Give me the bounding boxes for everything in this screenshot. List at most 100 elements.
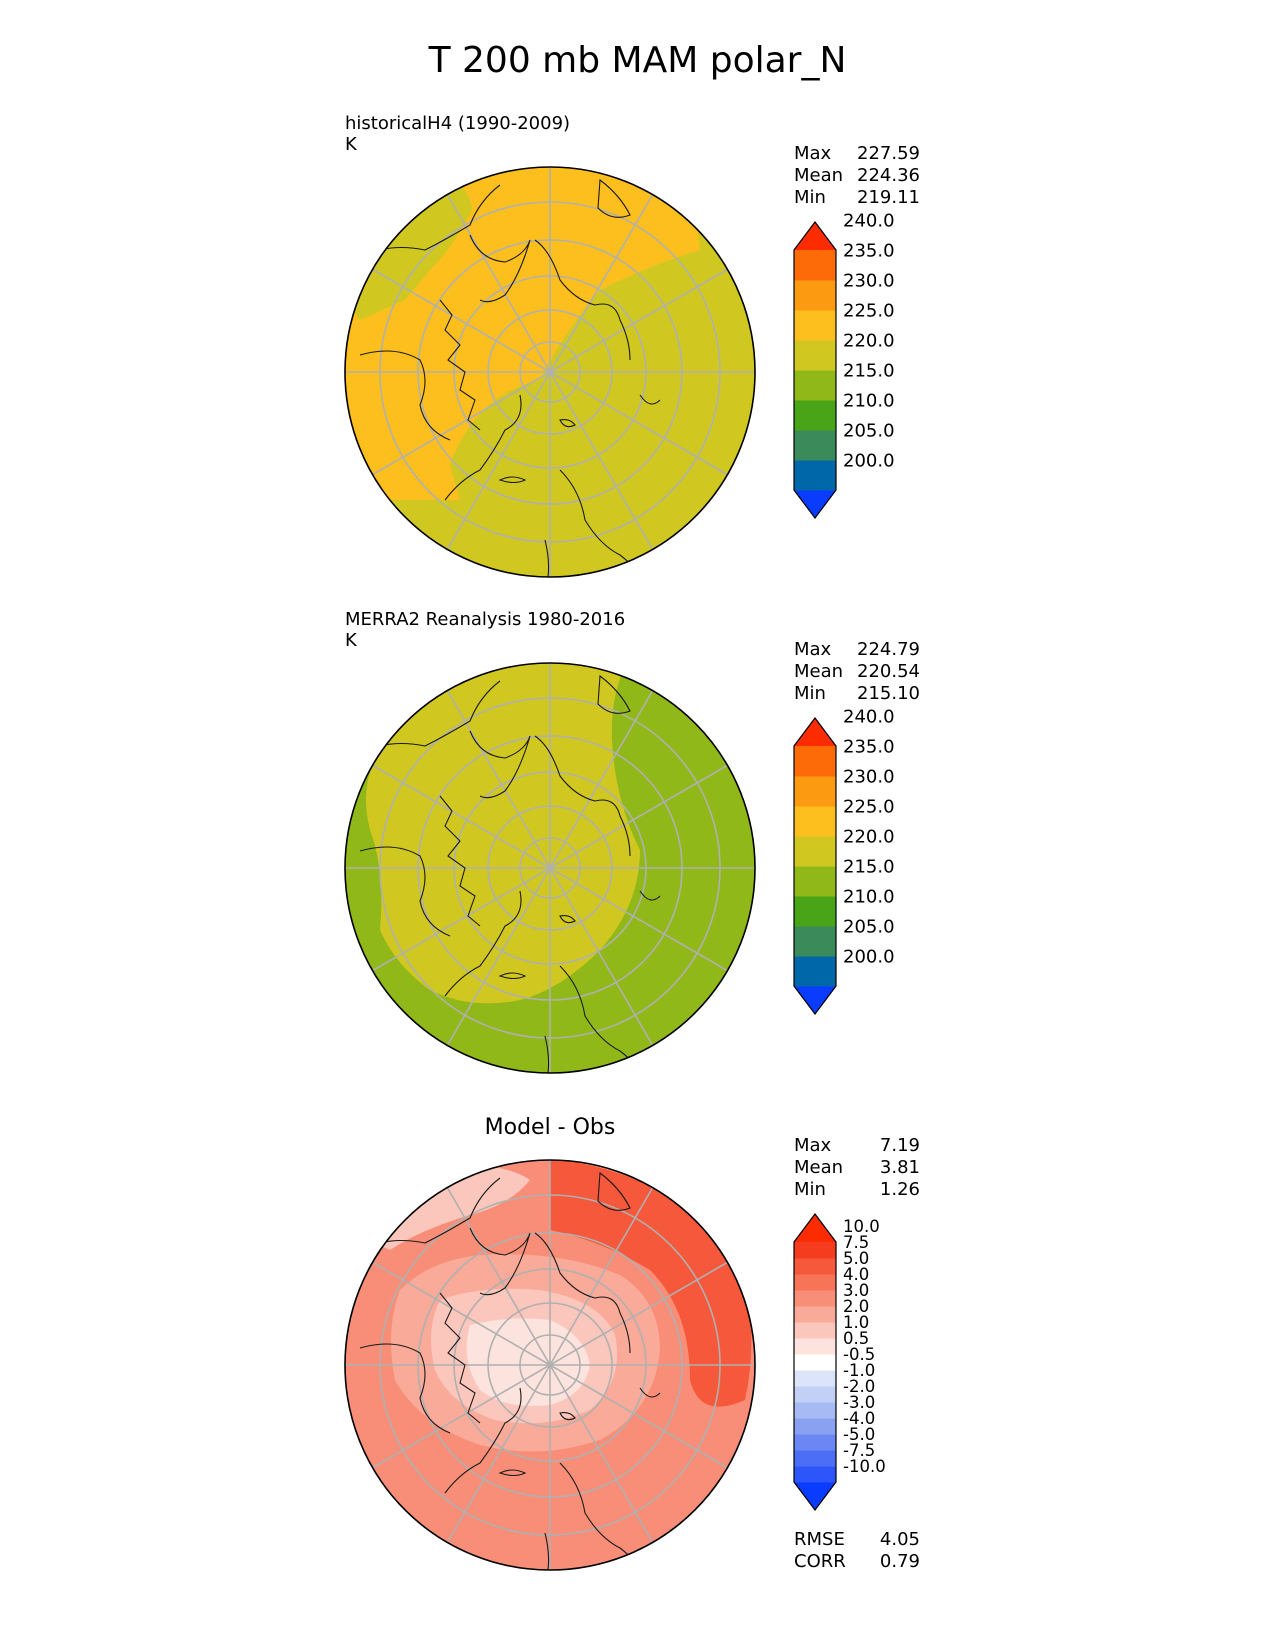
obs-colorbar-extend-max bbox=[794, 718, 836, 746]
stat-label: Min bbox=[794, 1179, 826, 1200]
obs-colorbar-tick-label: 230.0 bbox=[843, 766, 895, 787]
diff-colorbar-extend-max bbox=[794, 1214, 836, 1242]
obs-units: K bbox=[345, 630, 357, 651]
model-colorbar-tick-label: 230.0 bbox=[843, 270, 895, 291]
obs-stat-mean: Mean 220.54 bbox=[794, 661, 920, 683]
diff-coastlines bbox=[345, 1171, 661, 1570]
model-stat-max: Max 227.59 bbox=[794, 143, 920, 165]
model-colorbar-tick-label: 225.0 bbox=[843, 300, 895, 321]
model-colorbar-segment bbox=[794, 280, 836, 311]
metric-label: CORR bbox=[794, 1551, 846, 1572]
model-subtitle-block: historicalH4 (1990-2009) K bbox=[345, 113, 570, 155]
stat-value: 1.26 bbox=[879, 1179, 920, 1200]
model-colorbar-extend-min bbox=[794, 490, 836, 518]
model-colorbar-segment bbox=[794, 250, 836, 281]
obs-colorbar-tick-label: 240.0 bbox=[843, 706, 895, 727]
diff-stats: Max 7.19 Mean 3.81 Min 1.26 bbox=[794, 1135, 920, 1201]
model-map-border bbox=[344, 166, 756, 578]
diff-colorbar-tick-label: 3.0 bbox=[843, 1281, 869, 1300]
stat-label: Min bbox=[794, 187, 826, 208]
stat-value: 215.10 bbox=[857, 683, 920, 704]
obs-colorbar-segment bbox=[794, 806, 836, 837]
diff-metric-corr: CORR 0.79 bbox=[794, 1551, 920, 1573]
stat-value: 219.11 bbox=[857, 187, 920, 208]
diff-graticule bbox=[345, 1160, 755, 1570]
model-colorbar-extend-max bbox=[794, 222, 836, 250]
diff-colorbar-tick-label: 1.0 bbox=[843, 1313, 869, 1332]
model-colorbar-segment bbox=[794, 460, 836, 491]
model-colorbar-tick-label: 210.0 bbox=[843, 390, 895, 411]
stat-value: 3.81 bbox=[879, 1157, 920, 1178]
stat-value: 227.59 bbox=[857, 143, 920, 164]
model-colorbar-tick-label: 215.0 bbox=[843, 360, 895, 381]
diff-colorbar-segment bbox=[794, 1450, 836, 1467]
obs-map bbox=[344, 662, 756, 1074]
obs-coastlines bbox=[345, 674, 661, 1073]
metric-value: 0.79 bbox=[879, 1551, 920, 1572]
model-stat-mean: Mean 224.36 bbox=[794, 165, 920, 187]
obs-colorbar-tick-label: 215.0 bbox=[843, 856, 895, 877]
diff-metric-rmse: RMSE 4.05 bbox=[794, 1529, 920, 1551]
model-colorbar: 200.0 205.0 210.0 215.0 220.0 225.0 230.0 235.0… bbox=[793, 210, 895, 519]
diff-colorbar-segment bbox=[794, 1338, 836, 1355]
obs-colorbar-tick-label: 220.0 bbox=[843, 826, 895, 847]
obs-colorbar-outline bbox=[793, 717, 837, 1015]
diff-colorbar-tick-label: 0.5 bbox=[843, 1329, 869, 1348]
diff-colorbar-segment bbox=[794, 1306, 836, 1323]
diff-colorbar-tick-label: 2.0 bbox=[843, 1297, 869, 1316]
obs-colorbar-segment bbox=[794, 896, 836, 927]
model-colorbar-segment bbox=[794, 310, 836, 341]
obs-colorbar-segment bbox=[794, 836, 836, 867]
diff-colorbar-segment bbox=[794, 1402, 836, 1419]
obs-map-border bbox=[344, 662, 756, 1074]
obs-stats: Max 224.79 Mean 220.54 Min 215.10 bbox=[794, 639, 920, 705]
obs-colorbar-tick-label: 205.0 bbox=[843, 916, 895, 937]
diff-colorbar-segment bbox=[794, 1242, 836, 1259]
model-colorbar-segment bbox=[794, 400, 836, 431]
model-colorbar-outline bbox=[793, 221, 837, 519]
diff-colorbar-tick-label: -7.5 bbox=[843, 1441, 875, 1460]
obs-colorbar-tick-label: 235.0 bbox=[843, 736, 895, 757]
stat-value: 224.36 bbox=[857, 165, 920, 186]
obs-subtitle-block: MERRA2 Reanalysis 1980-2016 K bbox=[345, 609, 625, 651]
obs-graticule bbox=[345, 663, 755, 1073]
stat-value: 7.19 bbox=[879, 1135, 920, 1156]
obs-colorbar-tick-label: 225.0 bbox=[843, 796, 895, 817]
model-colorbar-tick-label: 205.0 bbox=[843, 420, 895, 441]
diff-colorbar-segment bbox=[794, 1418, 836, 1435]
model-colorbar-tick-label: 235.0 bbox=[843, 240, 895, 261]
diff-field-pole bbox=[466, 1318, 590, 1406]
model-graticule bbox=[345, 167, 755, 577]
obs-colorbar-segment bbox=[794, 926, 836, 957]
diff-colorbar-outline bbox=[793, 1213, 837, 1511]
obs-colorbar-tick-label: 210.0 bbox=[843, 886, 895, 907]
diff-metrics: RMSE 4.05 CORR 0.79 bbox=[794, 1529, 920, 1573]
stat-value: 220.54 bbox=[857, 661, 920, 682]
stat-label: Max bbox=[794, 143, 832, 164]
metric-value: 4.05 bbox=[879, 1529, 920, 1550]
model-subtitle: historicalH4 (1990-2009) bbox=[345, 113, 571, 134]
diff-colorbar-tick-label: -4.0 bbox=[843, 1409, 875, 1428]
diff-title: Model - Obs bbox=[484, 1115, 616, 1140]
diff-colorbar-tick-label: 10.0 bbox=[843, 1217, 880, 1236]
obs-stat-min: Min 215.10 bbox=[794, 683, 920, 705]
diff-colorbar-tick-label: -0.5 bbox=[843, 1345, 875, 1364]
obs-colorbar-tick-label: 200.0 bbox=[843, 946, 895, 967]
stat-label: Mean bbox=[794, 165, 844, 186]
diff-colorbar-segment bbox=[794, 1370, 836, 1387]
model-coastlines bbox=[345, 178, 661, 577]
stat-label: Mean bbox=[794, 661, 844, 682]
figure-title: T 200 mb MAM polar_N bbox=[428, 40, 847, 81]
diff-colorbar-segment bbox=[794, 1466, 836, 1483]
diff-colorbar-tick-label: 7.5 bbox=[843, 1233, 869, 1252]
model-stat-min: Min 219.11 bbox=[794, 187, 920, 209]
diff-colorbar-segment bbox=[794, 1354, 836, 1371]
diff-colorbar-tick-label: -3.0 bbox=[843, 1393, 875, 1412]
obs-colorbar-segment bbox=[794, 776, 836, 807]
stat-label: Min bbox=[794, 683, 826, 704]
diff-colorbar-tick-label: -2.0 bbox=[843, 1377, 875, 1396]
model-stats: Max 227.59 Mean 224.36 Min 219.11 bbox=[794, 143, 920, 209]
obs-colorbar-segment bbox=[794, 956, 836, 987]
model-units: K bbox=[345, 134, 357, 155]
